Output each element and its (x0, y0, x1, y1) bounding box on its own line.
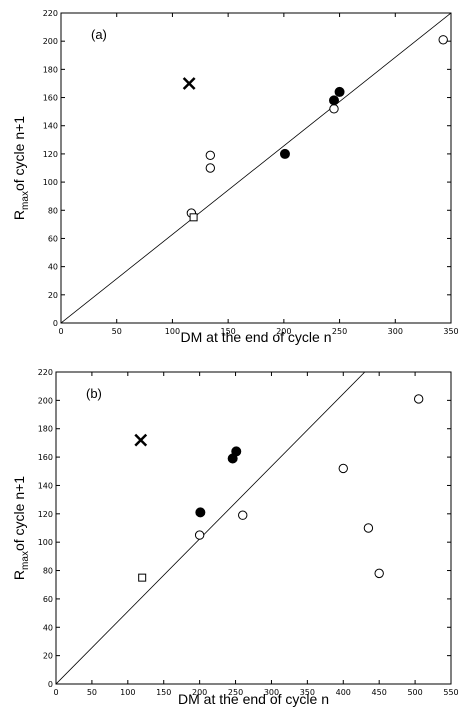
x-axis-label: DM at the end of cycle n (178, 691, 329, 707)
y-tick-label: 0 (53, 319, 58, 328)
y-tick-label: 160 (38, 453, 53, 462)
x-tick-label: 150 (221, 327, 236, 336)
panel-label: (b) (86, 386, 102, 401)
open-circle-point (374, 568, 384, 579)
y-tick-label: 100 (43, 178, 58, 187)
y-tick-label: 180 (38, 425, 53, 434)
filled-circle-point (334, 86, 345, 97)
open-circle-point (205, 150, 216, 161)
x-stroke-2 (134, 433, 148, 447)
y-tick-label: 20 (43, 652, 53, 661)
y-axis-label: Rmaxof cycle n+1 (11, 116, 31, 220)
open-circle-point (205, 163, 216, 173)
y-tick-label: 120 (38, 510, 53, 519)
y-tick-label: 140 (38, 481, 53, 490)
x-tick-label: 100 (120, 688, 135, 697)
reference-line (56, 372, 366, 684)
x-stroke-2 (182, 77, 196, 90)
x-tick-label: 100 (165, 327, 180, 336)
y-tick-label: 140 (43, 122, 58, 131)
open-square-point (138, 573, 147, 582)
reference-line (61, 13, 451, 323)
y-tick-label: 200 (38, 396, 53, 405)
y-tick-label: 100 (38, 538, 53, 547)
x-tick-label: 250 (332, 327, 347, 336)
open-square-point (189, 213, 198, 222)
y-axis-label-main: R (11, 570, 27, 580)
y-tick-label: 200 (43, 37, 58, 46)
x-tick-label: 400 (336, 688, 351, 697)
y-tick-label: 80 (48, 206, 58, 215)
y-tick-label: 40 (43, 623, 53, 632)
filled-circle-point (279, 148, 290, 159)
x-tick-label: 300 (264, 688, 279, 697)
x-tick-label: 0 (58, 327, 63, 336)
x-tick-label: 50 (112, 327, 122, 336)
y-tick-label: 40 (48, 263, 58, 272)
x-tick-label: 0 (53, 688, 58, 697)
x-tick-label: 550 (443, 688, 458, 697)
y-axis-label-sub: max (20, 191, 31, 210)
y-axis-label-sub: max (20, 551, 31, 570)
x-axis-label: DM at the end of cycle n (181, 329, 332, 345)
y-tick-label: 120 (43, 150, 58, 159)
x-tick-label: 200 (276, 327, 291, 336)
filled-circle-point (195, 507, 206, 518)
x-cross-point (134, 433, 148, 447)
y-tick-label: 0 (48, 680, 53, 689)
x-tick-label: 50 (87, 688, 97, 697)
x-tick-label: 300 (388, 327, 403, 336)
panel-label: (a) (91, 27, 107, 42)
x-tick-label: 150 (156, 688, 171, 697)
y-tick-label: 160 (43, 94, 58, 103)
y-axis-label-rest: of cycle n+1 (11, 116, 27, 191)
open-circle-point (194, 530, 205, 540)
plot-frame (60, 12, 452, 324)
x-tick-label: 500 (407, 688, 422, 697)
x-tick-label: 250 (228, 688, 243, 697)
y-axis-label: Rmaxof cycle n+1 (11, 476, 31, 580)
plot-frame (55, 371, 452, 685)
y-tick-label: 60 (43, 595, 53, 604)
open-circle-point (438, 35, 448, 45)
y-tick-label: 220 (38, 368, 53, 377)
y-tick-label: 220 (43, 9, 58, 18)
open-circle-point (329, 104, 339, 114)
open-circle-point (338, 463, 348, 474)
open-circle-point (413, 394, 424, 404)
y-tick-label: 80 (43, 567, 53, 576)
x-cross-point (182, 77, 196, 90)
y-tick-label: 180 (43, 65, 58, 74)
x-tick-label: 350 (300, 688, 315, 697)
y-axis-label-main: R (11, 210, 27, 220)
chart-panel-b: 0 50 100 150 200 250 300 350 400 450 500 550 0 20 40 60… (11, 368, 459, 707)
open-circle-point (363, 523, 374, 533)
filled-circle-point (231, 446, 242, 457)
y-tick-label: 20 (48, 291, 58, 300)
y-axis-label-rest: of cycle n+1 (11, 476, 27, 551)
x-tick-label: 200 (192, 688, 207, 697)
open-circle-point (238, 510, 248, 520)
chart-panel-a: 0 50 100 150 200 250 300 350 0 20 40 60 80 100 120 140 1… (11, 9, 459, 345)
x-tick-label: 350 (443, 327, 458, 336)
x-tick-label: 450 (372, 688, 387, 697)
filled-circle-point (329, 95, 339, 106)
y-tick-label: 60 (48, 234, 58, 243)
